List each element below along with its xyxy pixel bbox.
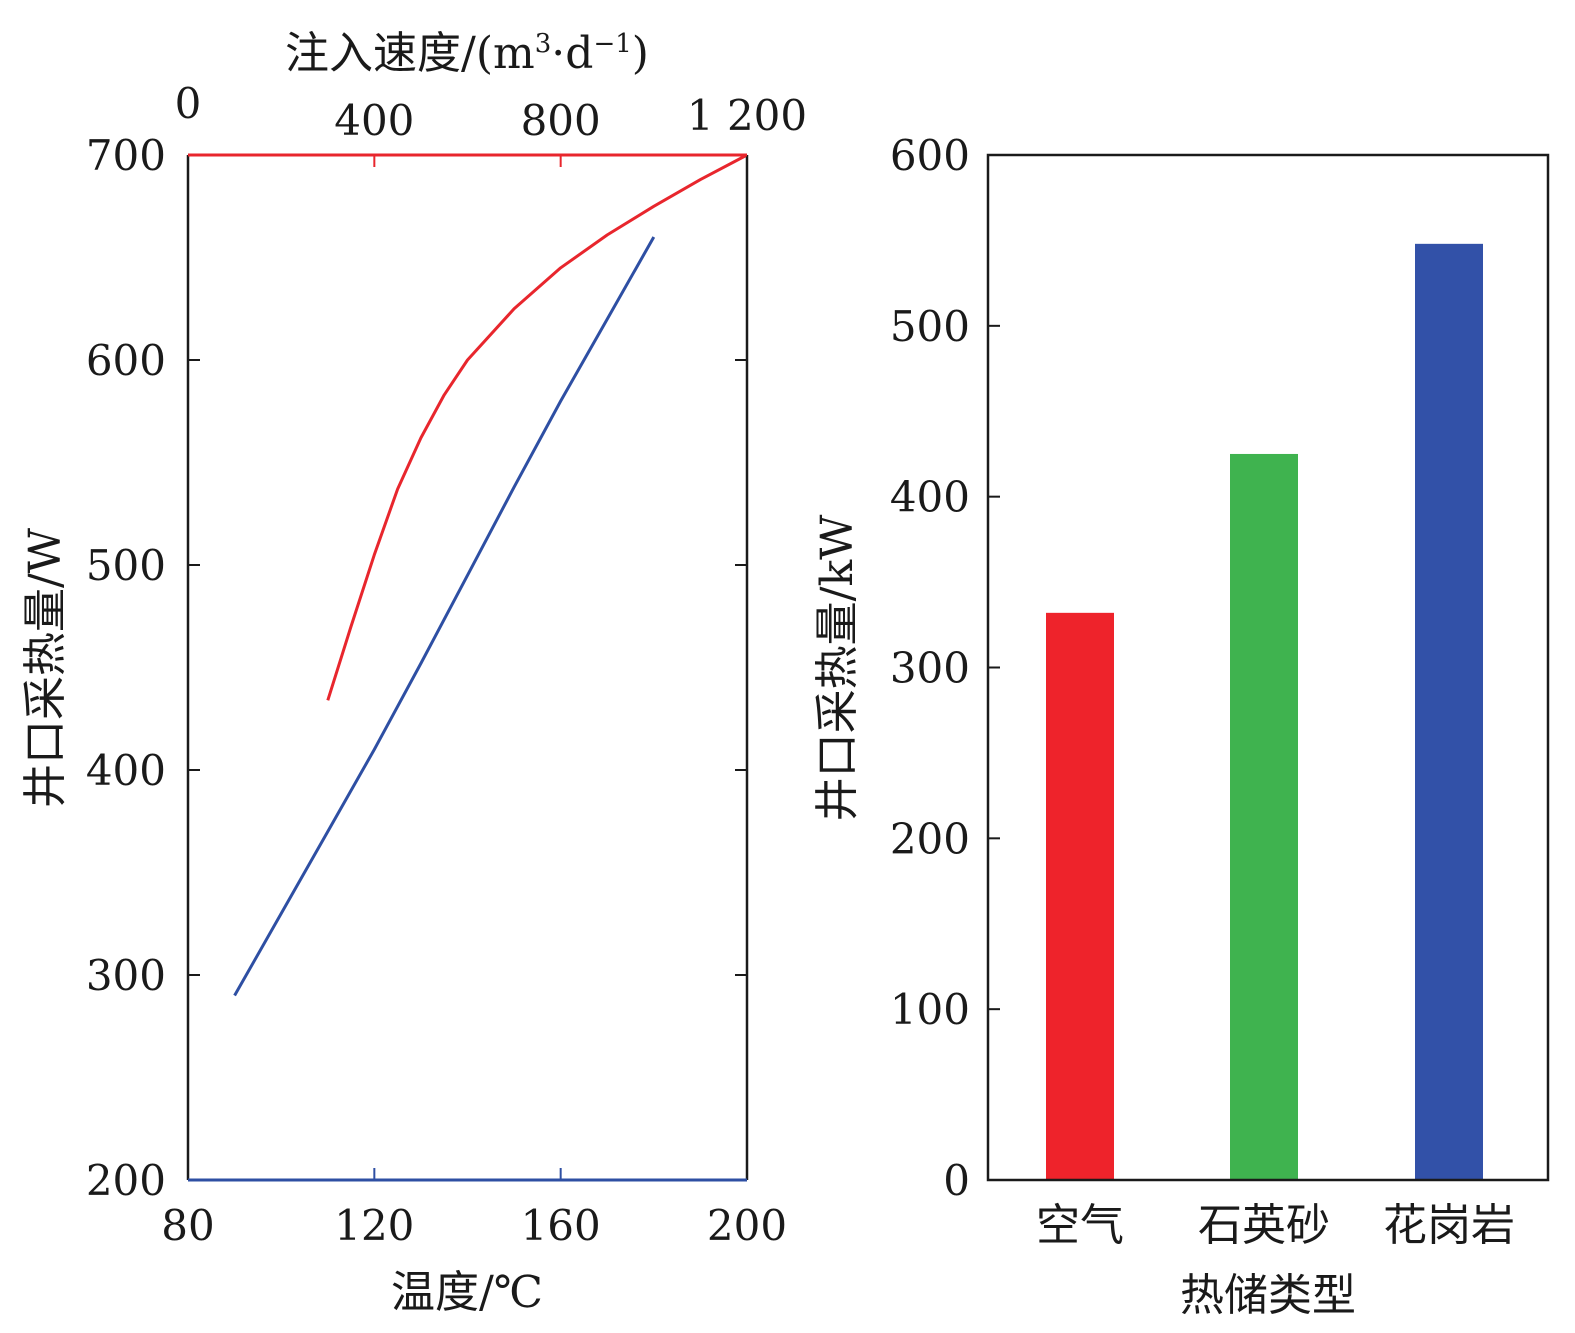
bar-category-label: 花岗岩	[1383, 1200, 1515, 1251]
bar-chart-bars	[1046, 243, 1483, 1181]
top-tick-label: 800	[521, 96, 601, 145]
bar-category-label: 石英砂	[1198, 1200, 1330, 1251]
bar-chart-y-ticks: 0 100 200 300 400 500 600	[890, 131, 1000, 1205]
line-chart-bottom-axis-title: 温度/℃	[391, 1267, 543, 1318]
bar-chart-category-labels: 空气 石英砂 花岗岩	[1036, 1200, 1515, 1251]
top-tick-label: 1 200	[687, 91, 807, 140]
bottom-tick-label: 120	[334, 1201, 414, 1250]
bar-chart-frame	[986, 153, 1550, 1182]
top-tick-label: 0	[175, 79, 202, 128]
line-chart-y-ticks: 200 300 400 500 600 700	[86, 131, 747, 1205]
bar-y-tick-label: 600	[890, 131, 970, 180]
bar-y-tick-label: 200	[890, 814, 970, 863]
top-axis-title-sup2: −1	[593, 29, 631, 59]
top-axis-title-sup1: 3	[535, 29, 552, 59]
series-line-top	[326, 153, 748, 701]
line-chart-top-ticks: 0 400 800 1 200	[175, 79, 807, 167]
bottom-tick-label: 160	[521, 1201, 601, 1250]
line-chart: 200 300 400 500 600 700 80 120 160 200 0 400 800 1 …	[20, 28, 807, 1318]
bar-chart: 0 100 200 300 400 500 600 空气 石英砂 花岗岩 井口采热量/kW 热储…	[812, 131, 1550, 1321]
y-tick-label: 600	[86, 336, 166, 385]
top-axis-title-main: 注入速度/(m	[285, 28, 535, 79]
bar-y-tick-label: 400	[890, 473, 970, 522]
bar	[1230, 453, 1298, 1180]
bar-category-label: 空气	[1036, 1200, 1124, 1251]
top-axis-title-mid: ·d	[551, 28, 593, 79]
bar-y-tick-label: 100	[890, 985, 970, 1034]
bar	[1415, 243, 1483, 1181]
series-line-bottom	[233, 236, 656, 997]
line-chart-top-axis-title: 注入速度/(m3·d−1)	[285, 28, 649, 79]
y-tick-label: 200	[86, 1156, 166, 1205]
top-tick-label: 400	[334, 96, 414, 145]
bar-y-tick-label: 300	[890, 644, 970, 693]
bar	[1046, 612, 1114, 1180]
top-axis-title-end: )	[632, 28, 649, 79]
y-tick-label: 700	[86, 131, 166, 180]
bar-chart-y-axis-title: 井口采热量/kW	[812, 514, 863, 821]
bottom-tick-label: 80	[161, 1201, 214, 1250]
line-chart-series	[233, 153, 748, 997]
bottom-tick-label: 200	[707, 1201, 787, 1250]
y-tick-label: 300	[86, 951, 166, 1000]
y-tick-label: 500	[86, 541, 166, 590]
line-chart-bottom-ticks: 80 120 160 200	[161, 1168, 787, 1250]
y-tick-label: 400	[86, 746, 166, 795]
bar-chart-x-axis-title: 热储类型	[1180, 1270, 1356, 1321]
bar-y-tick-label: 500	[890, 302, 970, 351]
line-chart-y-axis-title: 井口采热量/W	[20, 527, 71, 808]
bar-y-tick-label: 0	[943, 1156, 970, 1205]
